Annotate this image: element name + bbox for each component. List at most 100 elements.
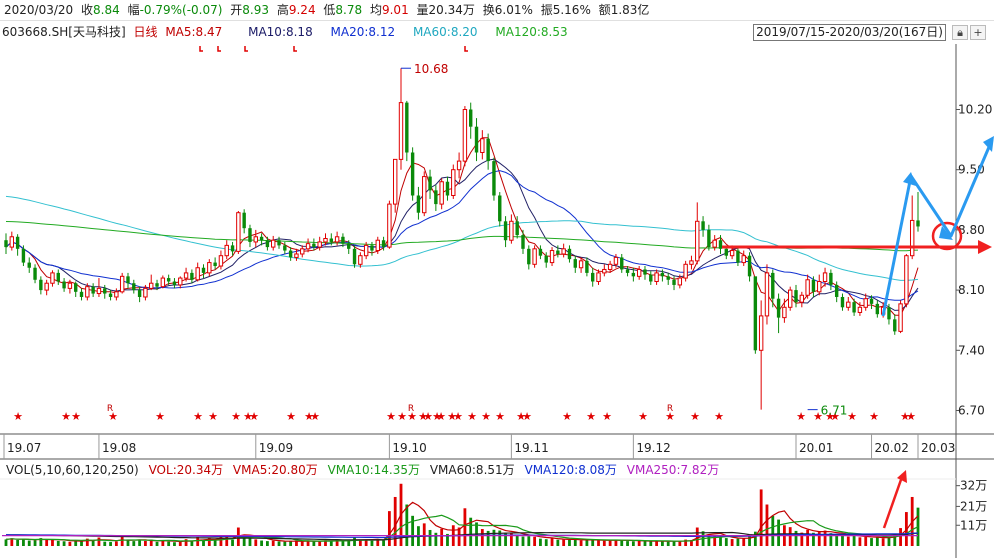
star-marker-icon: ★ [586, 410, 596, 423]
candle-body-down [834, 284, 839, 297]
quote-header: 2020/03/20 收8.84 幅-0.79%(-0.07) 开8.93 高9… [0, 0, 994, 21]
volume-bar [533, 536, 537, 546]
r-marker-icon: R [107, 404, 113, 414]
candle-body-down [753, 276, 758, 351]
candle-body-up [218, 255, 224, 267]
period-label[interactable]: 日线 [133, 25, 158, 39]
volume-bar [666, 541, 670, 546]
volume-bar [68, 541, 72, 546]
volume-bar [196, 536, 200, 546]
quote-date: 2020/03/20 [4, 3, 74, 17]
candle-body-up [480, 138, 485, 154]
volume-bar [74, 541, 78, 546]
candle-body-down [556, 250, 560, 254]
candle-body-down [515, 221, 519, 236]
candle-body-up [532, 248, 537, 265]
stock-name[interactable]: [天马科技] [68, 25, 126, 39]
volume-bar [684, 539, 688, 546]
volume-bar [829, 533, 833, 546]
candle-body-down [190, 272, 194, 280]
volume-bar [207, 538, 211, 546]
ma60-label: MA60:8.20 [412, 25, 478, 39]
candle-body-down [370, 245, 374, 251]
candle-body-down [213, 262, 217, 267]
volume-bar [887, 537, 891, 546]
projected-path-line [881, 139, 994, 317]
vma120-value: VMA120:8.08万 [524, 463, 617, 477]
event-flag-icon [464, 46, 468, 52]
candle-body-up [451, 169, 456, 196]
volume-bar [568, 539, 571, 546]
lock-icon[interactable]: 🔒︎ [952, 25, 968, 40]
volume-bar [893, 534, 897, 546]
volume-bar [846, 536, 850, 546]
candle-body-up [67, 282, 73, 289]
candle-body-down [39, 279, 43, 291]
candle-body-down [259, 236, 264, 241]
volume-bar [742, 538, 746, 546]
volume-bar [672, 541, 676, 546]
candle-body-down [108, 293, 113, 297]
event-flag-icon [293, 46, 297, 52]
volume-bar [283, 541, 287, 546]
candle-body-down [283, 245, 287, 251]
candle-body-up [294, 253, 299, 258]
candle-body-up [183, 272, 189, 279]
vma250-value: VMA250:7.82万 [626, 463, 720, 477]
candle-body-down [329, 238, 333, 242]
volume-bar [864, 536, 868, 546]
date-tick-label: 19.10 [392, 441, 426, 455]
volume-bar [591, 539, 595, 546]
vol-indicator-name[interactable]: VOL(5,10,60,120,250) [6, 463, 139, 477]
candle-body-up [799, 294, 805, 303]
volume-bar [434, 532, 438, 546]
volume-bar [289, 540, 293, 546]
volume-bar [80, 540, 83, 546]
candle-body-up [904, 255, 909, 305]
candle-body-up [392, 158, 398, 205]
volume-bar [446, 533, 449, 546]
volume-bar [585, 540, 589, 546]
price-tick-label: 6.70 [958, 404, 985, 418]
turnover-label: 换 [482, 3, 495, 17]
candle-body-down [91, 286, 95, 294]
volume-bar [724, 538, 728, 546]
date-range-display[interactable]: 2019/07/15-2020/03/20(167日) [753, 24, 946, 41]
candle-body-up [119, 275, 125, 293]
candle-body-up [195, 267, 200, 281]
high-price-label: 10.68 [414, 62, 448, 76]
volume-bar [678, 541, 682, 546]
candle-body-up [253, 236, 258, 243]
candle-body-down [492, 161, 496, 196]
volume-bar [161, 540, 165, 546]
volume-bar [631, 541, 635, 546]
candle-body-down [21, 248, 26, 263]
volume-bar [817, 532, 821, 546]
candle-body-up [607, 263, 613, 270]
volume-bar [777, 519, 780, 546]
stock-symbol[interactable]: 603668.SH [2, 25, 69, 39]
date-tick-label: 20.02 [875, 441, 909, 455]
volume-bar [753, 531, 757, 546]
volume-value: 20.34万 [428, 3, 475, 17]
candle-body-down [248, 228, 252, 242]
candle-body-up [596, 272, 601, 282]
candle-body-up [689, 260, 694, 265]
volume-bar [393, 496, 397, 546]
volume-bar [254, 539, 258, 546]
volume-bar [573, 539, 577, 546]
candle-body-up [695, 220, 700, 262]
candle-body-down [521, 235, 525, 249]
star-marker-icon: ★ [825, 410, 835, 423]
volume-bar [120, 536, 124, 546]
star-marker-icon: ★ [869, 410, 879, 423]
star-marker-icon: ★ [61, 410, 71, 423]
volume-bar [97, 537, 101, 546]
star-marker-icon: ★ [243, 410, 253, 423]
plus-icon[interactable]: + [970, 25, 986, 40]
candle-body-up [462, 109, 468, 162]
candle-body-down [736, 250, 740, 263]
volume-bar [85, 538, 89, 546]
